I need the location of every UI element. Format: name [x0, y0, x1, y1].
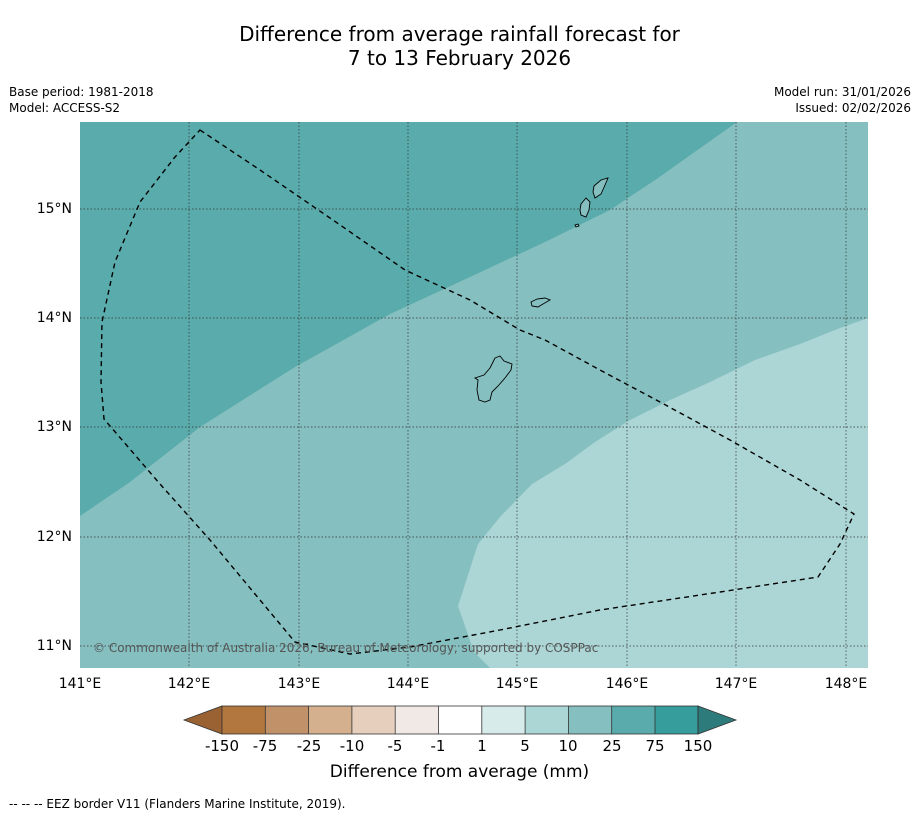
lon-label-143e: 143°E: [277, 676, 321, 692]
lat-label-15n: 15°N: [36, 201, 72, 217]
colorbar-swatch-above-150: [697, 705, 738, 735]
colorbar-swatch-75-150: [655, 706, 698, 734]
colorbar: [180, 702, 740, 738]
aguijan-islet: [574, 223, 580, 228]
map-svg: [80, 122, 868, 668]
guam-island: [473, 355, 513, 403]
colorbar-tick-label: -5: [387, 737, 403, 755]
title-line-2: 7 to 13 February 2026: [347, 46, 572, 70]
colorbar-swatch-25-10: [308, 706, 352, 734]
eez-legend-note: -- -- -- EEZ border V11 (Flanders Marine…: [9, 797, 346, 811]
lon-label-144e: 144°E: [386, 676, 430, 692]
colorbar-dividers: [264, 706, 656, 734]
title-line-1: Difference from average rainfall forecas…: [239, 22, 680, 46]
model-run: Model run: 31/01/2026: [773, 85, 911, 99]
colorbar-swatch-5-1: [395, 706, 439, 734]
model-name: Model: ACCESS-S2: [9, 101, 121, 115]
lon-label-147e: 147°E: [714, 676, 758, 692]
lat-label-13n: 13°N: [36, 419, 72, 435]
colorbar-tick-label: 150: [683, 737, 713, 755]
lon-label-141e: 141°E: [58, 676, 102, 692]
lon-label-145e: 145°E: [495, 676, 539, 692]
colorbar-swatch-below-150: [182, 705, 223, 735]
colorbar-swatch-150-75: [222, 706, 266, 734]
lon-label-146e: 146°E: [605, 676, 649, 692]
colorbar-title: Difference from average (mm): [329, 762, 590, 782]
colorbar-tick-label: 25: [602, 737, 622, 755]
anomaly-zone-5-10: [458, 318, 868, 668]
map-title: Difference from average rainfall forecas…: [0, 22, 919, 70]
colorbar-swatch-1-5: [481, 706, 526, 734]
colorbar-tick-label: 5: [520, 737, 530, 755]
base-period: Base period: 1981-2018: [9, 85, 154, 99]
colorbar-swatch-10-5: [351, 706, 396, 734]
islands: [473, 177, 609, 403]
copyright-notice: © Commonwealth of Australia 2026, Bureau…: [93, 641, 599, 655]
colorbar-tick-label: -1: [430, 737, 446, 755]
colorbar-tick-label: 1: [477, 737, 487, 755]
colorbar-tick-label: -10: [339, 737, 365, 755]
issued-date: Issued: 02/02/2026: [795, 101, 911, 115]
colorbar-svg: [182, 705, 738, 735]
eez-border: [100, 129, 855, 655]
colorbar-tick-label: -150: [204, 737, 240, 755]
colorbar-swatch-10-25: [568, 706, 612, 734]
colorbar-swatch-25-75: [611, 706, 655, 734]
lon-label-148e: 148°E: [824, 676, 868, 692]
colorbar-swatch-5-10: [525, 706, 569, 734]
meta-right: Model run: 31/01/2026 Issued: 02/02/2026: [774, 84, 911, 116]
lat-label-11n: 11°N: [36, 638, 72, 654]
map-area: © Commonwealth of Australia 2026, Bureau…: [80, 122, 868, 668]
lon-label-142e: 142°E: [167, 676, 211, 692]
tinian-island: [579, 197, 591, 218]
saipan-island: [592, 177, 609, 199]
colorbar-tick-label: -75: [252, 737, 278, 755]
rota-island: [530, 297, 552, 308]
colorbar-outline: [221, 705, 699, 735]
colorbar-swatch-1-1: [438, 706, 482, 734]
lat-label-12n: 12°N: [36, 529, 72, 545]
lat-label-14n: 14°N: [36, 310, 72, 326]
meta-left: Base period: 1981-2018 Model: ACCESS-S2: [9, 84, 154, 116]
colorbar-tick-label: -25: [296, 737, 322, 755]
colorbar-tick-label: 10: [558, 737, 578, 755]
graticule: [80, 122, 868, 668]
colorbar-swatch-75-25: [265, 706, 309, 734]
colorbar-tick-label: 75: [645, 737, 665, 755]
